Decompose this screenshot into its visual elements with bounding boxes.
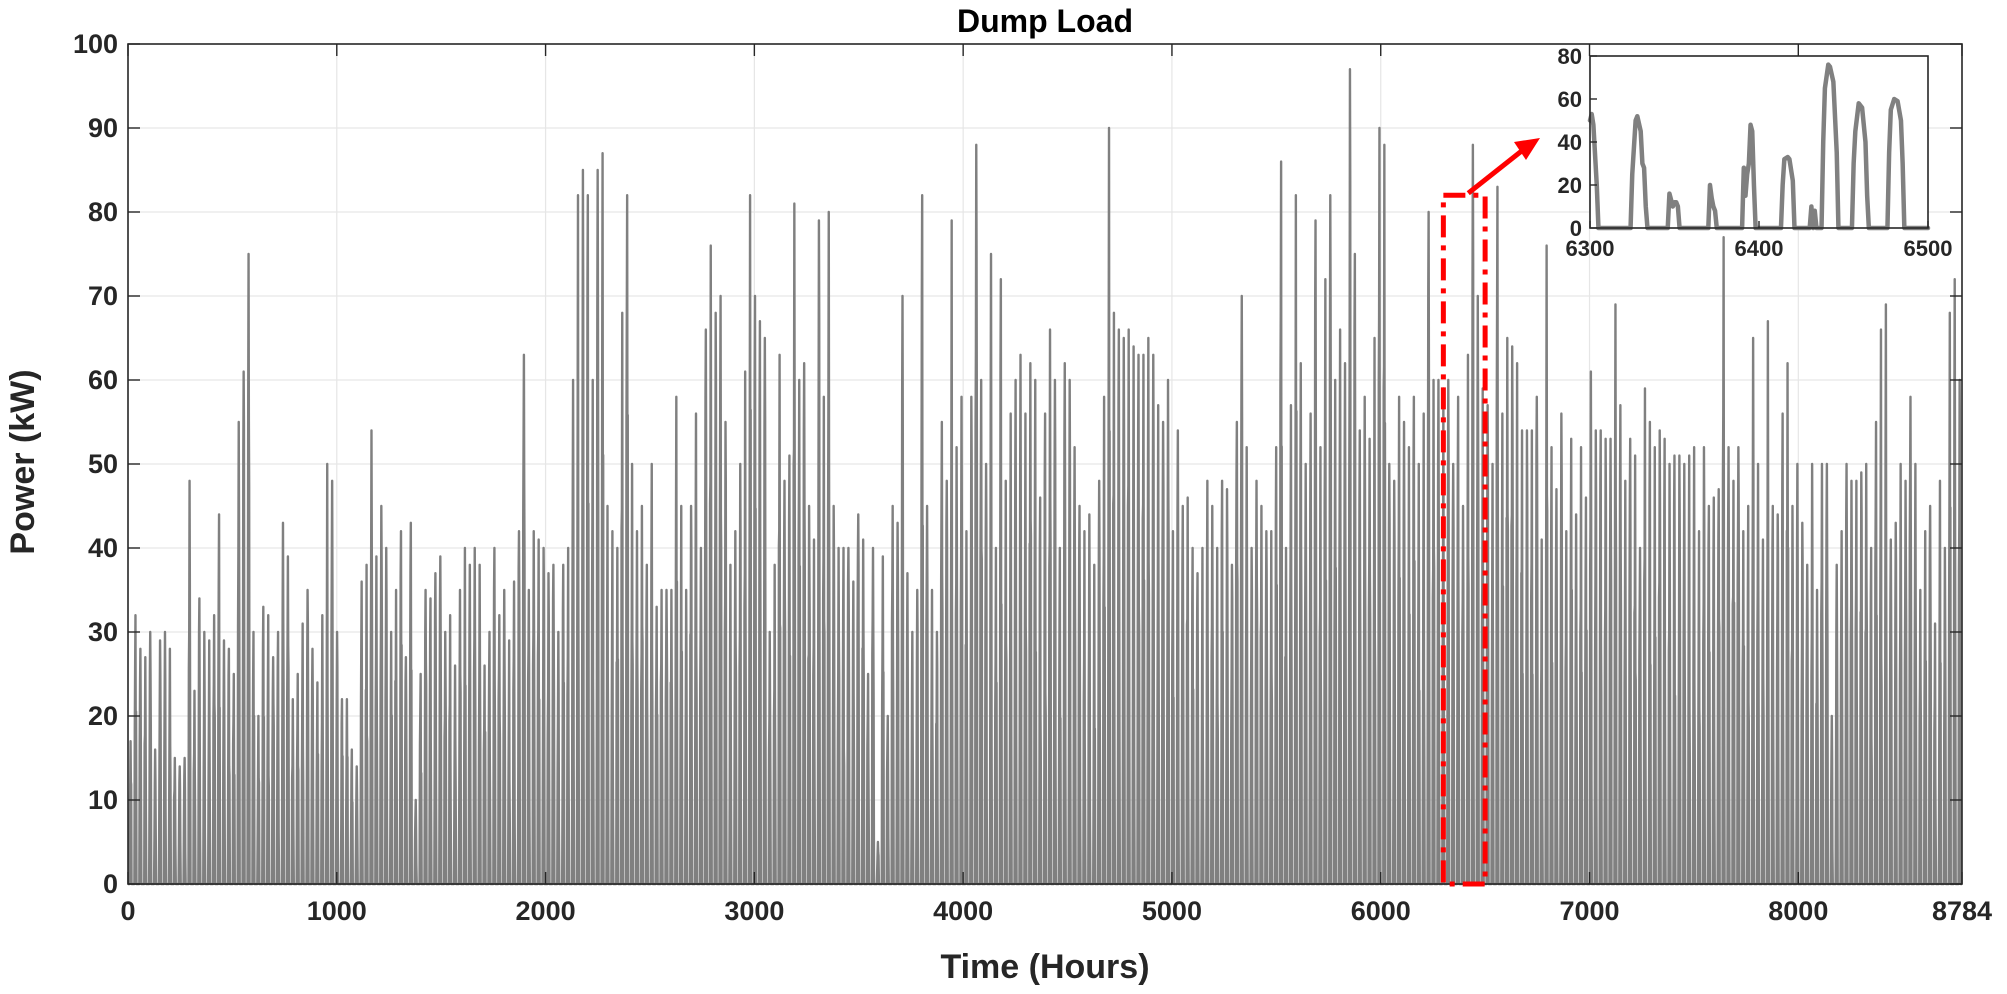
highlight-annotation xyxy=(1440,138,1540,887)
x-tick-label: 2000 xyxy=(516,896,576,926)
highlight-box xyxy=(1440,192,1488,887)
y-tick-label: 50 xyxy=(88,449,118,479)
y-tick-label: 80 xyxy=(88,197,118,227)
inset-y-tick-label: 20 xyxy=(1558,173,1582,198)
y-tick-label: 40 xyxy=(88,533,118,563)
y-tick-label: 30 xyxy=(88,617,118,647)
x-tick-label: 8000 xyxy=(1768,896,1828,926)
y-axis-label: Power (kW) xyxy=(4,369,42,554)
inset-y-tick-labels: 0 20 40 60 80 xyxy=(1558,44,1582,241)
y-tick-label: 70 xyxy=(88,281,118,311)
y-tick-label: 20 xyxy=(88,701,118,731)
main-x-tick-labels: 0 1000 2000 3000 4000 5000 6000 7000 8000 8784 xyxy=(120,896,1992,926)
x-tick-label: 7000 xyxy=(1559,896,1619,926)
y-tick-label: 60 xyxy=(88,365,118,395)
x-tick-label: 0 xyxy=(120,896,135,926)
main-tick-marks xyxy=(127,43,1963,885)
highlight-arrow-head xyxy=(1514,138,1540,160)
x-axis-label: Time (Hours) xyxy=(940,948,1149,986)
inset-tick-marks xyxy=(1589,55,1929,229)
inset-x-tick-label: 6500 xyxy=(1904,236,1953,261)
inset-x-tick-label: 6400 xyxy=(1735,236,1784,261)
highlight-arrow-shaft xyxy=(1466,144,1530,196)
x-tick-label: 8784 xyxy=(1932,896,1992,926)
y-tick-label: 0 xyxy=(103,869,118,899)
dump-load-line xyxy=(128,68,1962,886)
inset-x-tick-label: 6300 xyxy=(1566,236,1615,261)
main-dump-load-series xyxy=(128,68,1962,886)
main-y-tick-labels: 0 10 20 30 40 50 60 70 80 90 100 xyxy=(73,29,118,899)
y-tick-label: 100 xyxy=(73,29,118,59)
x-tick-label: 4000 xyxy=(933,896,993,926)
x-tick-label: 1000 xyxy=(307,896,367,926)
y-tick-label: 90 xyxy=(88,113,118,143)
chart-title: Dump Load xyxy=(957,3,1133,39)
inset-x-tick-labels: 6300 6400 6500 xyxy=(1566,236,1953,261)
inset-y-tick-label: 40 xyxy=(1558,130,1582,155)
x-tick-label: 5000 xyxy=(1142,896,1202,926)
inset-y-tick-label: 60 xyxy=(1558,87,1582,112)
y-tick-label: 10 xyxy=(88,785,118,815)
x-tick-label: 6000 xyxy=(1351,896,1411,926)
inset-y-tick-label: 80 xyxy=(1558,44,1582,69)
inset-y-tick-label: 0 xyxy=(1570,216,1582,241)
x-tick-label: 3000 xyxy=(724,896,784,926)
